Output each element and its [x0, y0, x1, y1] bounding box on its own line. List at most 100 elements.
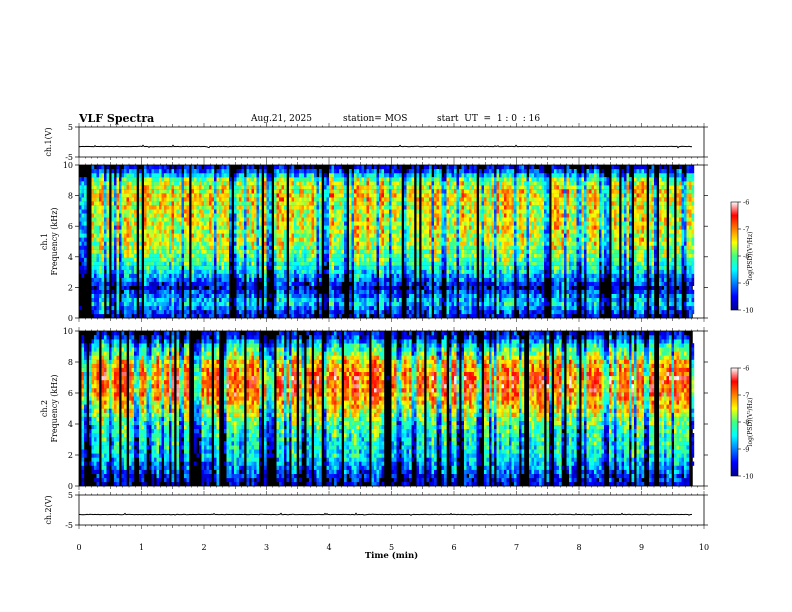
spectrogram-cell — [91, 253, 95, 258]
spectrogram-cell — [234, 205, 237, 210]
spectrogram-cell — [326, 245, 330, 250]
spectrogram-cell — [116, 245, 120, 250]
spectrogram-cell — [324, 269, 327, 274]
spectrogram-cell — [306, 293, 310, 298]
spectrogram-cell — [441, 177, 445, 182]
spectrogram-cell — [289, 169, 292, 174]
spectrogram-cell — [176, 297, 180, 303]
spectrogram-cell — [196, 305, 200, 311]
spectrogram-cell — [264, 305, 267, 311]
spectrogram-cell — [156, 301, 160, 307]
spectrogram-cell — [441, 249, 445, 254]
spectrogram-cell — [164, 209, 167, 214]
spectrogram-cell — [374, 233, 377, 238]
spectrogram-cell — [411, 277, 415, 282]
spectrogram-cell — [424, 173, 427, 178]
spectrogram-cell — [126, 253, 130, 258]
spectrogram-cell — [301, 261, 305, 266]
spectrogram-cell — [146, 281, 150, 286]
spectrogram-cell — [324, 189, 327, 194]
spectrogram-cell — [121, 253, 125, 258]
spectrogram-cell — [216, 261, 220, 266]
spectrogram-cell — [429, 225, 432, 230]
spectrogram-cell — [259, 213, 262, 218]
spectrogram-cell — [266, 201, 270, 206]
spectrogram-cell — [334, 229, 337, 234]
spectrogram-cell — [376, 261, 380, 266]
spectrogram-cell — [101, 189, 105, 194]
spectrogram-cell — [309, 309, 312, 315]
spectrogram-cell — [91, 229, 95, 234]
spectrogram-cell — [399, 301, 402, 307]
spectrogram-cell — [224, 269, 227, 274]
spectrogram-cell — [416, 249, 420, 254]
spectrogram-cell — [244, 233, 247, 238]
spectrogram-cell — [186, 213, 190, 218]
spectrogram-cell — [186, 205, 190, 210]
spectrogram-cell — [406, 249, 410, 254]
spectrogram-cell — [424, 213, 427, 218]
spectrogram-cell — [319, 221, 322, 226]
spectrogram-cell — [364, 225, 367, 230]
spectrogram-cell — [329, 289, 332, 294]
spectrogram-cell — [356, 277, 360, 282]
spectrogram-cell — [291, 269, 295, 274]
spectrogram-cell — [436, 277, 440, 282]
spectrogram-cell — [119, 241, 122, 246]
spectrogram-cell — [379, 213, 382, 218]
spectrogram-cell — [219, 229, 222, 234]
spectrogram-cell — [291, 277, 295, 282]
spectrogram-cell — [84, 217, 87, 222]
spectrogram-cell — [449, 253, 452, 258]
spectrogram-cell — [324, 253, 327, 258]
spectrogram-cell — [404, 197, 407, 202]
spectrogram-cell — [394, 314, 397, 319]
spectrogram-cell — [304, 249, 307, 254]
spectrogram-cell — [316, 189, 320, 194]
spectrogram-cell — [114, 181, 117, 186]
spectrogram-cell — [324, 201, 327, 206]
spectrogram-cell — [251, 277, 255, 282]
spectrogram-cell — [171, 201, 175, 206]
spectrogram-cell — [131, 273, 135, 278]
spectrogram-cell — [256, 221, 260, 226]
spectrogram-cell — [226, 281, 230, 286]
spectrogram-cell — [359, 225, 362, 230]
spectrogram-cell — [336, 265, 340, 270]
spectrogram-cell — [279, 181, 282, 186]
spectrogram-cell — [424, 197, 427, 202]
spectrogram-cell — [206, 289, 210, 294]
spectrogram-cell — [259, 277, 262, 282]
spectrogram-cell — [251, 293, 255, 298]
spectrogram-cell — [406, 289, 410, 294]
spectrogram-cell — [191, 181, 195, 186]
spectrogram-cell — [149, 281, 152, 286]
spectrogram-cell — [204, 229, 207, 234]
spectrogram-cell — [116, 261, 120, 266]
spectrogram-cell — [336, 177, 340, 182]
spectrogram-cell — [431, 273, 435, 278]
spectrogram-cell — [204, 189, 207, 194]
spectrogram-cell — [324, 177, 327, 182]
spectrogram-cell — [196, 245, 200, 250]
spectrogram-cell — [384, 213, 387, 218]
spectrogram-cell — [301, 285, 305, 290]
spectrogram-cell — [144, 309, 147, 315]
spectrogram-cell — [191, 217, 195, 222]
spectrogram-cell — [439, 261, 442, 266]
spectrogram-cell — [429, 229, 432, 234]
spectrogram-cell — [239, 237, 242, 242]
spectrogram-cell — [139, 185, 142, 190]
spectrogram-cell — [431, 189, 435, 194]
spectrogram-cell — [449, 205, 452, 210]
spectrogram-cell — [449, 261, 452, 266]
spectrogram-cell — [354, 249, 357, 254]
spectrogram-cell — [311, 177, 315, 182]
spectrogram-cell — [159, 221, 162, 226]
spectrogram-cell — [196, 209, 200, 214]
spectrogram-cell — [146, 241, 150, 246]
spectrogram-cell — [236, 261, 240, 266]
spectrogram-cell — [204, 193, 207, 198]
spectrogram-cell — [229, 245, 232, 250]
spectrogram-cell — [389, 217, 392, 222]
